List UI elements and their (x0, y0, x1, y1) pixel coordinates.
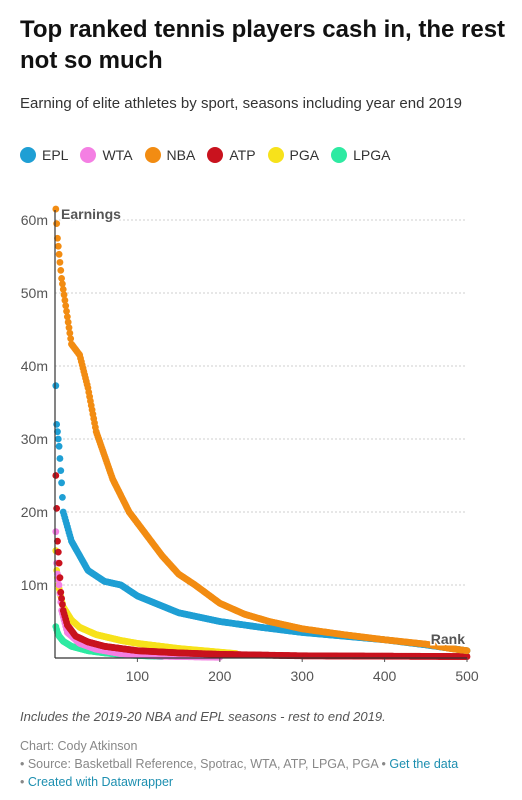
data-point-nba (59, 285, 67, 293)
bullet: • (20, 775, 25, 789)
data-point-epl (55, 442, 63, 450)
chart-footer: Chart: Cody Atkinson • Source: Basketbal… (20, 737, 510, 791)
series-epl (52, 382, 471, 655)
source-line: • Source: Basketball Reference, Spotrac,… (20, 755, 510, 773)
data-point-epl (54, 435, 62, 443)
data-point-nba (463, 647, 471, 655)
legend-label-nba: NBA (166, 147, 196, 163)
data-point-epl (54, 428, 61, 436)
data-point-nba (67, 335, 75, 343)
legend-label-wta: WTA (102, 147, 133, 163)
data-point-atp (58, 594, 65, 602)
x-tick-label: 200 (208, 668, 232, 684)
chart-credit: Chart: Cody Atkinson (20, 739, 138, 753)
data-point-nba (59, 280, 66, 288)
source-text: • Source: Basketball Reference, Spotrac,… (20, 757, 386, 771)
legend-label-lpga: LPGA (353, 147, 391, 163)
data-point-nba (53, 220, 61, 228)
data-point-nba (54, 242, 62, 250)
y-tick-label: 50m (21, 285, 48, 301)
y-tick-label: 20m (21, 504, 48, 520)
x-axis-title: Rank (431, 631, 465, 647)
data-point-nba (66, 329, 74, 337)
y-tick-label: 40m (21, 358, 48, 374)
data-point-atp (54, 537, 61, 545)
data-point-epl (58, 479, 65, 487)
data-point-nba (63, 307, 70, 315)
legend-item-atp[interactable]: ATP (207, 147, 256, 163)
data-point-epl (56, 455, 64, 462)
legend-item-nba[interactable]: NBA (144, 147, 196, 163)
data-point-atp (57, 588, 65, 596)
x-tick-label: 500 (455, 668, 479, 684)
data-point-atp (53, 504, 61, 512)
data-point-nba (58, 275, 65, 282)
data-point-nba (56, 258, 64, 266)
get-data-link[interactable]: Get the data (389, 757, 459, 771)
data-point-wta (55, 581, 63, 589)
data-point-epl (53, 421, 61, 428)
gridlines (55, 219, 467, 586)
data-point-nba (60, 291, 68, 299)
legend-swatch-pga (267, 147, 284, 163)
data-point-nba (54, 234, 61, 242)
data-point-nba (57, 266, 65, 274)
data-point-atp (59, 601, 66, 608)
chart-title: Top ranked tennis players cash in, the r… (20, 16, 506, 74)
legend-swatch-lpga (331, 147, 348, 163)
legend-swatch-epl (20, 147, 36, 163)
x-tick-label: 100 (126, 668, 150, 684)
scatter-chart: 10m 20m 30m 40m 50m 60m 100 200 300 400 500 Earning… (21, 205, 479, 685)
data-point-nba (64, 318, 72, 326)
data-point-atp (54, 548, 62, 556)
data-point-nba (61, 296, 69, 304)
series-nba (52, 205, 471, 655)
data-points (52, 205, 471, 661)
y-tick-label: 60m (21, 212, 48, 228)
series-atp (52, 472, 471, 660)
data-point-atp (55, 559, 63, 567)
legend-label-pga: PGA (289, 147, 320, 163)
x-tick-label: 400 (373, 668, 397, 684)
legend-item-epl[interactable]: EPL (20, 147, 68, 163)
data-point-wta (52, 528, 60, 536)
chart-notes: Includes the 2019-20 NBA and EPL seasons… (20, 709, 386, 724)
x-tick-label: 300 (291, 668, 315, 684)
data-point-atp (52, 472, 60, 479)
legend-swatch-atp (207, 147, 224, 163)
data-point-epl (57, 467, 65, 475)
legend-swatch-wta (80, 147, 97, 163)
data-point-epl (59, 494, 66, 501)
legend-item-pga[interactable]: PGA (267, 147, 320, 163)
data-point-nba (65, 324, 73, 332)
data-point-atp (56, 574, 64, 582)
datawrapper-link[interactable]: Created with Datawrapper (27, 775, 174, 789)
data-point-nba (52, 205, 60, 213)
datawrapper-line: • Created with Datawrapper (20, 773, 510, 791)
axes: 10m 20m 30m 40m 50m 60m 100 200 300 400 500 Earning… (21, 205, 479, 685)
data-point-nba (62, 302, 70, 310)
legend: EPL WTA NBA ATP PGA LPGA (20, 147, 402, 163)
legend-item-lpga[interactable]: LPGA (331, 147, 390, 163)
y-axis-title: Earnings (61, 206, 121, 222)
chart-subtitle: Earning of elite athletes by sport, seas… (20, 95, 462, 112)
y-tick-label: 10m (21, 577, 48, 593)
data-point-epl (52, 382, 60, 390)
legend-label-atp: ATP (229, 147, 256, 163)
data-point-nba (55, 250, 63, 258)
y-tick-label: 30m (21, 431, 48, 447)
legend-label-epl: EPL (42, 147, 69, 163)
legend-swatch-nba (144, 147, 161, 163)
data-point-nba (63, 313, 71, 321)
legend-item-wta[interactable]: WTA (80, 147, 133, 163)
